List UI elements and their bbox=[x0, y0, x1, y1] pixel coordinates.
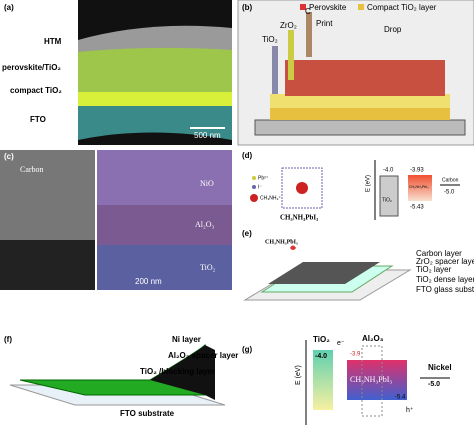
image-label: NiO bbox=[200, 179, 214, 188]
level: -5.4 bbox=[395, 395, 406, 401]
shape bbox=[150, 345, 215, 400]
shape bbox=[408, 175, 432, 201]
shape: Carbon layer ZrO₂ spacer layer TiO₂ laye… bbox=[416, 249, 474, 294]
axis-label: E (eV) bbox=[295, 365, 302, 385]
tool-label: Print bbox=[316, 19, 333, 28]
layer-label: ZrO₂ spacer layer bbox=[416, 257, 474, 266]
shape bbox=[288, 30, 294, 80]
fto-layer bbox=[78, 106, 232, 140]
layer-label: FTO bbox=[30, 115, 46, 124]
panel-label: (g) bbox=[242, 345, 253, 354]
shape bbox=[97, 150, 232, 205]
tool-label: Drop bbox=[384, 25, 402, 34]
layer-label: FTO substrate bbox=[120, 409, 175, 418]
level: -4.0 bbox=[383, 168, 394, 174]
tool-label: C bbox=[305, 7, 311, 16]
scale-bar: 500 nm bbox=[194, 131, 221, 140]
layer-label: Ni layer bbox=[172, 335, 201, 344]
carrier: e⁻ bbox=[337, 340, 345, 347]
shape bbox=[254, 119, 466, 136]
shape bbox=[272, 46, 278, 94]
shape bbox=[347, 360, 407, 400]
material: TiO₂ bbox=[313, 335, 330, 344]
material: Nickel bbox=[428, 363, 452, 372]
legend-entry: Compact TiO₂ layer bbox=[367, 3, 437, 12]
panel-label: (a) bbox=[4, 3, 14, 12]
layer-label: Al₂O₃ spacer layer bbox=[168, 351, 238, 360]
level: -4.0 bbox=[315, 353, 327, 360]
shape bbox=[252, 185, 256, 189]
shape: Ni layer Al₂O₃ spacer layer TiO₂ /blocki… bbox=[120, 335, 238, 418]
level: -3.93 bbox=[410, 168, 424, 174]
ion: Pb²⁺ bbox=[258, 175, 269, 181]
shape bbox=[361, 345, 383, 417]
shape bbox=[0, 240, 95, 290]
tool-label: TiO₂ bbox=[262, 35, 278, 44]
shape bbox=[306, 12, 312, 57]
shape bbox=[97, 205, 232, 245]
layer-label: FTO glass substrate bbox=[416, 285, 474, 294]
layer-label: TiO₂ layer bbox=[416, 265, 452, 274]
panel-d: (d) Pb²⁺ I⁻ CH₃NH₃⁺ CH₃NH₃PbI₃ E (eV) -4… bbox=[242, 151, 460, 222]
shape bbox=[268, 262, 380, 284]
panel-label: (e) bbox=[242, 229, 252, 238]
image-label: Al₂O₃ bbox=[195, 220, 215, 229]
legend-entry: Perovskite bbox=[309, 3, 347, 12]
panel-f: (f) Ni layer Al₂O₃ spacer layer TiO₂ /bl… bbox=[4, 335, 238, 418]
shape bbox=[270, 108, 450, 120]
panel-label: (c) bbox=[4, 152, 14, 161]
layer-label: HTM bbox=[44, 37, 62, 46]
material: Carbon bbox=[442, 177, 459, 183]
htm-layer bbox=[78, 25, 232, 55]
shape bbox=[252, 176, 256, 180]
shape bbox=[358, 4, 364, 10]
layer-label: TiO₂ dense layer bbox=[416, 275, 474, 284]
carrier: h⁺ bbox=[406, 407, 414, 414]
drop-label: CH₃NH₃PbI₃ bbox=[265, 239, 298, 245]
level: -5.43 bbox=[410, 205, 424, 211]
tool-label: ZrO₂ bbox=[280, 21, 297, 30]
image-label: Carbon bbox=[20, 165, 44, 174]
shape bbox=[97, 245, 232, 290]
material: TiO₂ bbox=[382, 197, 392, 203]
compact-layer bbox=[78, 92, 232, 106]
shape bbox=[313, 350, 333, 410]
panel-label: (f) bbox=[4, 335, 12, 344]
level: -5.0 bbox=[428, 381, 440, 388]
panel-c: (c) Carbon NiO Al₂O₃ TiO₂ 200 nm bbox=[0, 150, 232, 290]
axis-label: E (eV) bbox=[366, 175, 372, 192]
shape bbox=[300, 4, 306, 10]
scale-bar: 200 nm bbox=[135, 277, 162, 286]
material: Al₂O₃ bbox=[362, 334, 384, 343]
layer-label: TiO₂ /blocking layer bbox=[140, 367, 215, 376]
shape bbox=[290, 245, 296, 250]
panel-e: (e) CH₃NH₃PbI₃ Carbon layer ZrO₂ spacer … bbox=[242, 229, 474, 301]
shape bbox=[379, 175, 399, 217]
panel-label: (b) bbox=[242, 3, 253, 12]
level: -5.0 bbox=[444, 190, 455, 196]
ion: CH₃NH₃⁺ bbox=[260, 195, 282, 201]
image-label: TiO₂ bbox=[200, 263, 216, 272]
layer-label: perovskite/TiO₂ bbox=[2, 63, 61, 72]
shape bbox=[250, 194, 258, 202]
shape bbox=[270, 94, 450, 108]
shape bbox=[285, 60, 445, 96]
layer-label: compact TiO₂ bbox=[10, 86, 62, 95]
level: -3.9 bbox=[350, 352, 361, 358]
panel-a: (a) HTM perovskite/TiO₂ compact TiO₂ FTO… bbox=[2, 0, 232, 145]
material: CH₃NH₃PbI₃ bbox=[350, 375, 392, 384]
panel-g: (g) E (eV) TiO₂ Al₂O₃ CH₃NH₃PbI₃ Nickel … bbox=[242, 334, 452, 425]
panel-b: Perovskite Compact TiO₂ layer (b) C Prin… bbox=[237, 0, 474, 146]
shape bbox=[281, 167, 323, 209]
shape bbox=[296, 182, 308, 194]
formula: CH₃NH₃PbI₃ bbox=[280, 214, 318, 222]
material: CH₃NH₃PbI₃ bbox=[409, 185, 429, 189]
panel-label: (d) bbox=[242, 151, 253, 160]
perovskite-layer bbox=[78, 47, 232, 95]
layer-label: Carbon layer bbox=[416, 249, 462, 258]
ion: I⁻ bbox=[258, 184, 262, 190]
